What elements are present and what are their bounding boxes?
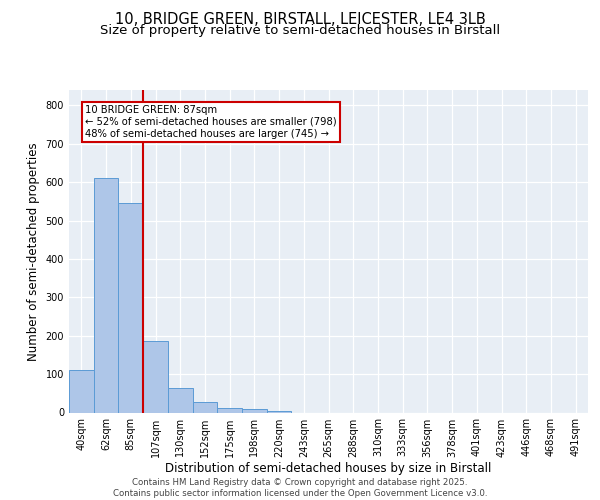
Text: 10, BRIDGE GREEN, BIRSTALL, LEICESTER, LE4 3LB: 10, BRIDGE GREEN, BIRSTALL, LEICESTER, L…	[115, 12, 485, 28]
Y-axis label: Number of semi-detached properties: Number of semi-detached properties	[27, 142, 40, 360]
Bar	[242, 410, 267, 412]
Bar	[69, 370, 94, 412]
Text: 10 BRIDGE GREEN: 87sqm
← 52% of semi-detached houses are smaller (798)
48% of se: 10 BRIDGE GREEN: 87sqm ← 52% of semi-det…	[85, 106, 337, 138]
X-axis label: Distribution of semi-detached houses by size in Birstall: Distribution of semi-detached houses by …	[166, 462, 491, 475]
Bar	[193, 402, 217, 412]
Bar	[118, 204, 143, 412]
Text: Contains HM Land Registry data © Crown copyright and database right 2025.
Contai: Contains HM Land Registry data © Crown c…	[113, 478, 487, 498]
Bar	[94, 178, 118, 412]
Bar	[168, 388, 193, 412]
Text: Size of property relative to semi-detached houses in Birstall: Size of property relative to semi-detach…	[100, 24, 500, 37]
Bar	[143, 342, 168, 412]
Bar	[217, 408, 242, 412]
